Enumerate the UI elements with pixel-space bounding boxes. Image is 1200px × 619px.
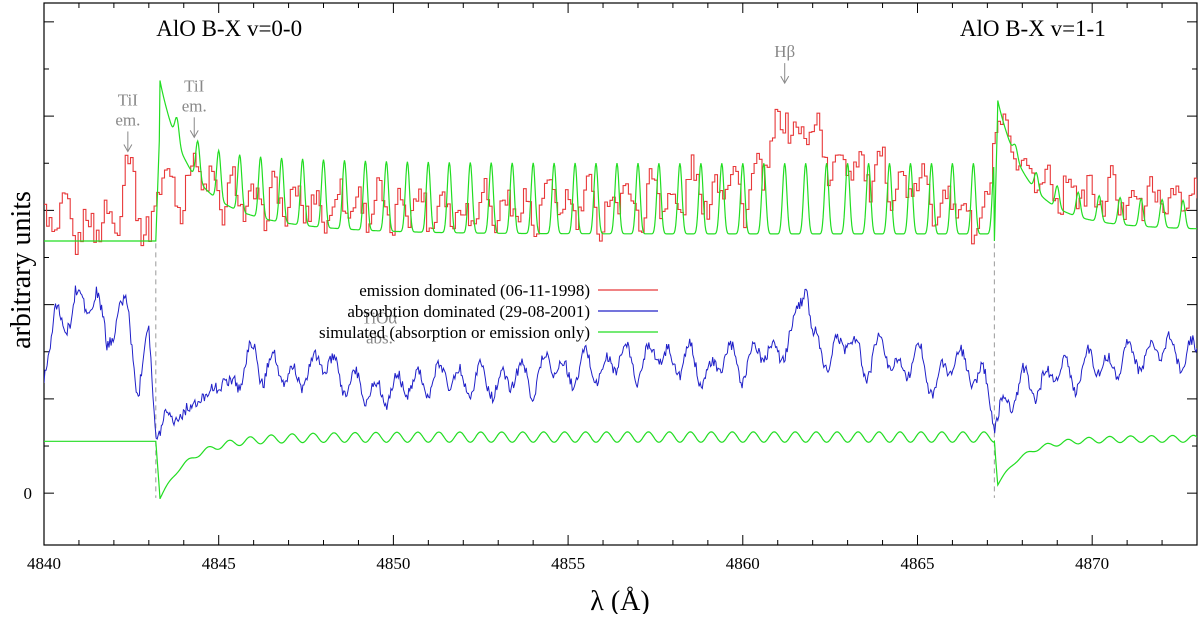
annotation-label: abs. [366,328,393,347]
x-tick-label: 4855 [551,554,585,573]
series-absorption [44,285,1197,440]
axis-ticks [43,3,1198,545]
annotation-label: Hβ [774,42,795,61]
legend-label: simulated (absorption or emission only) [319,323,590,342]
series-simulated-emission [44,80,1197,242]
plot-frame [43,2,1198,546]
x-tick-label: 4840 [27,554,61,573]
y-tick-label: 0 [24,484,33,503]
band-title: AlO B-X v=0-0 [156,16,302,41]
annotation-label: TiI [184,76,205,95]
legend: emission dominated (06-11-1998) absorbtio… [319,281,658,342]
band-titles: AlO B-X v=0-0 AlO B-X v=1-1 [156,16,1105,41]
x-tick-label: 4870 [1075,554,1109,573]
annotation-arrowhead [780,75,790,85]
annotation-arrowhead [189,130,199,139]
series-layer [44,80,1197,500]
series-simulated-absorption [44,431,1197,500]
band-title: AlO B-X v=1-1 [960,16,1106,41]
annotation-label: em. [115,110,140,129]
y-tick-labels: 0 [24,484,33,503]
x-axis-label: λ (Å) [590,586,649,614]
annotation-label: em. [182,96,207,115]
legend-label: absorbtion dominated (29-08-2001) [347,302,590,321]
x-tick-label: 4845 [202,554,236,573]
annotation-label: TiI [118,90,139,109]
x-tick-label: 4850 [376,554,410,573]
x-tick-label: 4860 [726,554,760,573]
series-emission [44,108,1197,255]
x-tick-labels: 4840 4845 4850 4855 4860 4865 4870 [27,554,1109,573]
band-head-guides [155,243,995,498]
x-tick-label: 4865 [900,554,934,573]
annotation-label: TiOα [362,308,398,327]
legend-label: emission dominated (06-11-1998) [359,281,590,300]
y-axis-label: arbitrary units [6,191,37,349]
annotation-arrowhead [123,144,133,153]
